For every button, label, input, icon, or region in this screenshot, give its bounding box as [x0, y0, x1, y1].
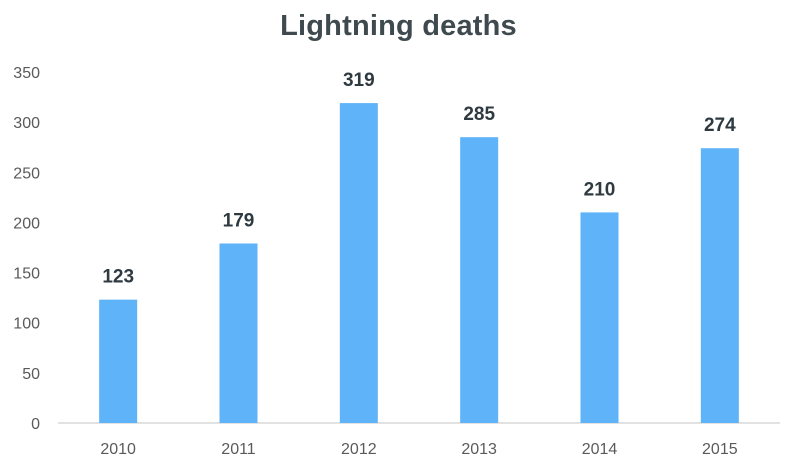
x-tick-label: 2014 — [582, 441, 618, 458]
x-tick-label: 2012 — [341, 441, 377, 458]
bar — [460, 137, 499, 423]
data-label: 319 — [343, 70, 375, 91]
y-tick-label: 300 — [13, 115, 40, 132]
data-label: 274 — [704, 115, 736, 136]
data-label: 179 — [223, 210, 255, 231]
bar — [99, 299, 138, 423]
bar — [219, 243, 258, 423]
data-label: 210 — [584, 179, 616, 200]
y-tick-label: 350 — [13, 65, 40, 82]
chart-title: Lightning deaths — [280, 10, 517, 42]
x-tick-label: 2015 — [702, 441, 738, 458]
y-tick-label: 0 — [31, 416, 40, 433]
x-tick-label: 2010 — [100, 441, 136, 458]
bar — [700, 148, 739, 423]
x-tick-label: 2011 — [221, 441, 256, 458]
x-tick-label: 2013 — [461, 441, 497, 458]
y-tick-label: 200 — [13, 215, 40, 232]
bars — [99, 103, 739, 424]
y-tick-label: 150 — [13, 266, 40, 283]
y-tick-label: 250 — [13, 165, 40, 182]
data-label: 285 — [463, 104, 495, 125]
y-tick-label: 100 — [13, 316, 40, 333]
y-axis-tick-labels: 0 50 100 150 200 250 300 350 — [13, 65, 40, 433]
data-label: 123 — [102, 267, 134, 288]
bar — [339, 103, 378, 424]
x-axis-tick-labels: 2010 2011 2012 2013 2014 2015 — [100, 441, 737, 458]
bar — [580, 212, 619, 423]
data-labels: 123 179 319 285 210 274 — [102, 70, 736, 288]
y-tick-label: 50 — [22, 366, 40, 383]
